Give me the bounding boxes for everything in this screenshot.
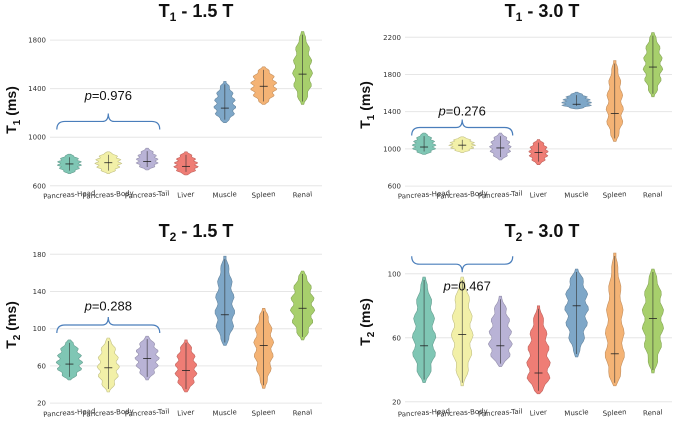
chart-title: T2 - 1.5 T [159,221,234,244]
title-rest: - 3.0 T [522,221,579,241]
x-tick-label: Muscle [212,190,237,200]
y-tick-label: 1800 [28,37,46,45]
y-tick-label: 140 [33,288,46,296]
ylabel-main: T [357,120,373,129]
x-tick-label: Pancreas-Body [436,189,488,201]
p-value: =0.467 [451,279,491,294]
chart-title: T2 - 3.0 T [505,221,580,244]
y-tick-label: 1000 [28,134,46,142]
y-tick-label: 20 [37,400,46,408]
x-tick-label: Renal [643,190,663,199]
ylabel-unit: (ms) [357,298,373,331]
x-tick-label: Pancreas-Head [43,189,96,201]
p-value-annotation: p=0.976 [84,88,132,103]
y-tick-label: 2200 [383,34,401,42]
y-tick-label: 600 [388,183,401,191]
x-tick-label: Liver [177,190,195,199]
p-value-annotation: p=0.288 [84,298,132,313]
p-value: =0.976 [92,88,132,103]
significance-brace [411,256,514,273]
y-axis-label: T2 (ms) [357,298,377,346]
x-tick-label: Liver [530,190,548,199]
x-tick-label: Pancreas-Body [82,189,134,201]
x-tick-label: Pancreas-Tail [124,407,169,418]
ylabel-main: T [3,125,19,134]
p-value-annotation: p=0.467 [443,279,491,294]
chart-panel-4: 20 60 100 Pancreas-HeadPancreas-BodyPancrea… [357,221,672,419]
p-value: =0.288 [92,298,132,313]
x-tick-label: Pancreas-Head [398,189,451,201]
x-tick-label: Liver [177,408,195,417]
x-tick-label: Spleen [251,408,275,418]
y-tick-label: 1400 [383,108,401,116]
y-tick-label: 1800 [383,71,401,79]
title-rest: - 1.5 T [176,221,233,241]
p-symbol: p [84,88,92,103]
x-tick-label: Renal [643,408,663,417]
title-subscript: 2 [170,230,177,244]
x-tick-label: Muscle [564,408,589,418]
x-tick-label: Pancreas-Body [82,407,134,419]
title-rest: - 1.5 T [176,1,233,21]
title-subscript: 1 [170,10,177,24]
y-tick-label: 100 [388,270,401,278]
x-tick-label: Pancreas-Head [398,407,451,419]
y-tick-label: 1000 [383,145,401,153]
x-tick-label: Renal [292,408,312,417]
y-tick-label: 180 [33,251,46,259]
p-value: =0.276 [446,104,486,119]
y-axis-label: T1 (ms) [357,81,377,129]
y-tick-label: 20 [392,398,401,406]
p-value-annotation: p=0.276 [438,104,486,119]
ylabel-subscript: 2 [12,334,23,340]
y-tick-label: 100 [33,325,46,333]
p-symbol: p [443,279,451,294]
significance-brace [411,119,514,136]
chart-title: T1 - 3.0 T [505,1,580,24]
chart-title: T1 - 1.5 T [159,1,234,24]
x-tick-label: Pancreas-Tail [478,407,523,418]
chart-panel-3: 20 60 100 140 180 Pancreas-HeadPancreas-BodyP… [3,221,322,419]
chart-panel-1: 600 1000 1400 1800 Pancreas-HeadPancreas-Bod… [3,1,322,201]
title-main: T [505,1,516,21]
title-subscript: 2 [516,230,523,244]
x-tick-label: Pancreas-Head [43,407,96,419]
significance-brace [56,316,161,334]
y-axis-label: T2 (ms) [3,301,23,349]
x-tick-label: Pancreas-Body [436,407,488,419]
x-tick-label: Spleen [602,190,626,200]
ylabel-main: T [357,337,373,346]
title-main: T [505,221,516,241]
x-tick-label: Spleen [251,190,275,200]
y-axis-label: T1 (ms) [3,86,23,134]
title-rest: - 3.0 T [522,1,579,21]
chart-panel-2: 6001000140018002200Pancreas-HeadPancreas… [357,1,672,201]
x-tick-label: Renal [292,190,312,199]
ylabel-main: T [3,340,19,349]
x-tick-label: Spleen [602,408,626,418]
y-tick-label: 600 [33,182,46,190]
ylabel-subscript: 1 [12,119,23,125]
ylabel-subscript: 1 [366,114,377,120]
title-main: T [159,221,170,241]
significance-brace [56,113,161,130]
x-tick-label: Muscle [212,408,237,418]
p-symbol: p [84,298,92,313]
x-tick-label: Liver [530,408,548,417]
title-main: T [159,1,170,21]
p-symbol: p [438,104,446,119]
y-tick-label: 60 [37,362,46,370]
ylabel-unit: (ms) [3,301,19,334]
y-tick-label: 60 [392,334,401,342]
ylabel-subscript: 2 [366,331,377,337]
x-tick-label: Muscle [564,190,589,200]
ylabel-unit: (ms) [3,86,19,119]
x-tick-label: Pancreas-Tail [478,189,523,200]
title-subscript: 1 [516,10,523,24]
x-tick-label: Pancreas-Tail [124,189,169,200]
y-tick-label: 1400 [28,85,46,93]
ylabel-unit: (ms) [357,81,373,114]
